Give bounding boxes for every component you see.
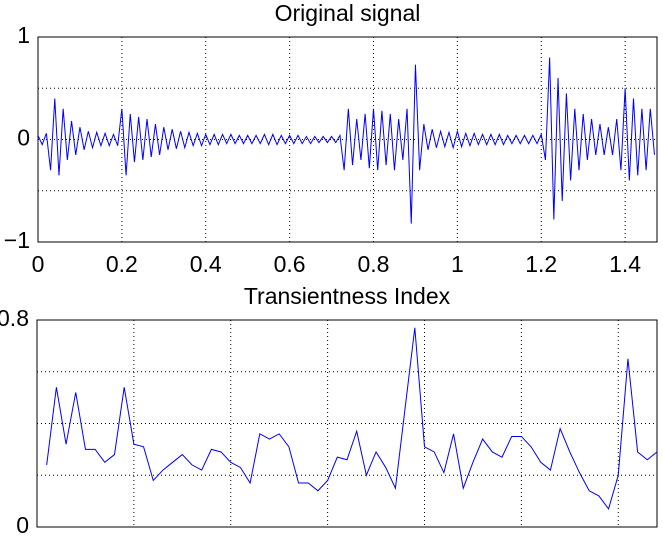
y-tick-label: 0 [16, 512, 29, 537]
chart-title: Transientness Index [244, 283, 451, 309]
x-tick-label: 0 [32, 251, 45, 277]
x-tick-label: 1.2 [525, 251, 557, 277]
x-tick-label: 1 [451, 251, 464, 277]
signal-line [37, 57, 655, 224]
x-tick-label: 0.8 [358, 251, 390, 277]
signal-line [46, 327, 658, 510]
y-tick-label: 0.8 [0, 305, 29, 331]
y-tick-label: −1 [4, 227, 30, 253]
y-tick-label: 0 [17, 125, 30, 151]
x-tick-label: 0.4 [190, 251, 222, 277]
x-tick-label: 1.4 [609, 251, 641, 277]
chart-title: Original signal [275, 0, 421, 26]
y-tick-label: 1 [17, 22, 30, 48]
x-tick-label: 0.6 [274, 251, 306, 277]
x-tick-label: 0.2 [106, 251, 138, 277]
